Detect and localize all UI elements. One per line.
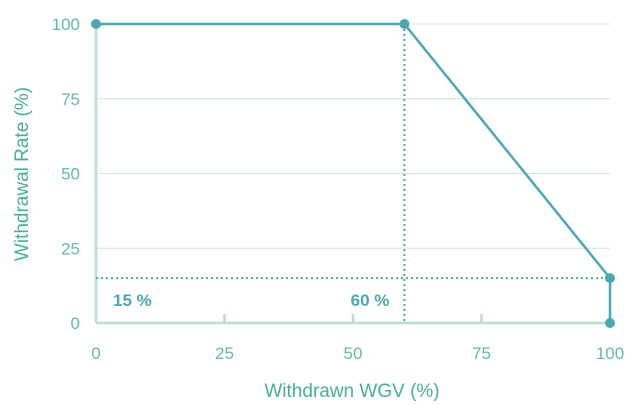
data-point-0-1 bbox=[399, 19, 410, 29]
series-group bbox=[91, 19, 615, 328]
series-line-0 bbox=[96, 22, 612, 323]
x-tick-label-50: 50 bbox=[344, 344, 363, 363]
y-tick-label-50: 50 bbox=[61, 165, 80, 184]
axes bbox=[94, 24, 610, 325]
x-tick-label-0: 0 bbox=[91, 344, 100, 363]
annotations: 60 % 15 % bbox=[113, 291, 389, 310]
x-tick-label-100: 100 bbox=[596, 344, 624, 363]
y-axis-title: Withdrawal Rate (%) bbox=[12, 87, 33, 261]
y-tick-label-75: 75 bbox=[61, 90, 80, 109]
tick-labels: 0 25 50 75 100 0 25 50 75 100 bbox=[52, 15, 625, 363]
y-tick-label-0: 0 bbox=[71, 314, 80, 333]
data-point-0-0 bbox=[91, 19, 101, 29]
reference-lines bbox=[96, 24, 610, 323]
y-tick-label-25: 25 bbox=[61, 239, 80, 258]
gridlines bbox=[96, 23, 610, 249]
x-axis-title: Withdrawn WGV (%) bbox=[264, 381, 439, 402]
annotation-y-15: 15 % bbox=[113, 291, 152, 310]
data-point-0-3 bbox=[605, 318, 615, 328]
x-tick-label-75: 75 bbox=[472, 344, 491, 363]
x-tick-label-25: 25 bbox=[215, 344, 234, 363]
data-point-0-2 bbox=[605, 273, 615, 284]
annotation-x-60: 60 % bbox=[351, 291, 390, 310]
y-tick-label-100: 100 bbox=[52, 15, 80, 34]
